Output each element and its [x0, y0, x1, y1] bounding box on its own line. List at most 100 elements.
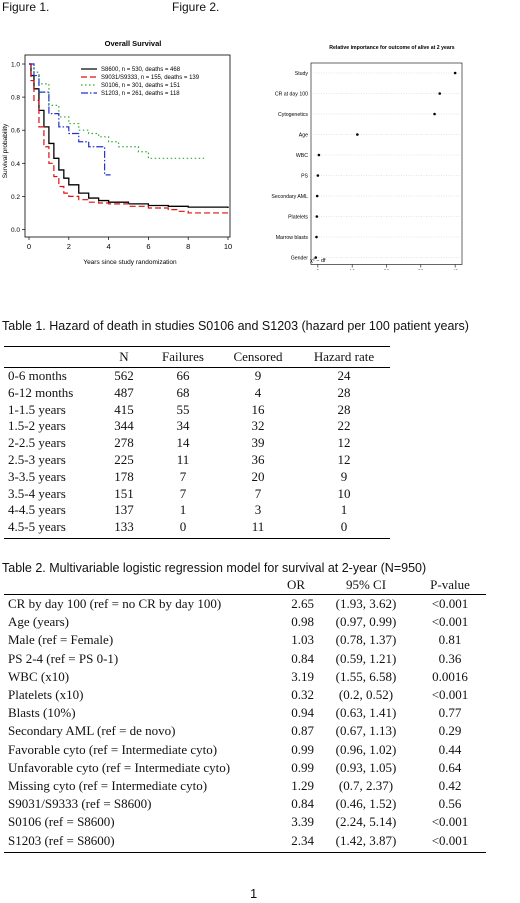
table-header-cell: 95% CI	[318, 577, 414, 595]
table-cell: Platelets (x10)	[8, 687, 84, 703]
table-cell: <0.001	[414, 831, 486, 853]
table-cell: (0.2, 0.52)	[338, 687, 394, 703]
table-cell: 0.99	[291, 741, 314, 757]
y-tick-label: 0.0	[11, 227, 20, 234]
x-tick-label: 0	[27, 242, 31, 251]
table-row: 3.5-4 years 151 7 7 10	[4, 486, 390, 503]
table-cell: 3	[254, 502, 262, 518]
table-row: Missing cyto (ref = Intermediate cyto) 1.…	[4, 777, 486, 795]
importance-category-label: Cytogenetics	[278, 112, 308, 118]
importance-dot	[314, 256, 318, 259]
x-tick-label: 30	[418, 270, 424, 271]
table-cell: 0	[298, 519, 390, 539]
table-cell: 0-6 months	[8, 368, 67, 383]
x-tick-label: 40	[452, 270, 458, 271]
importance-dot	[433, 112, 436, 116]
table-cell: 11	[176, 451, 190, 467]
table-cell: Favorable cyto (ref = Intermediate cyto)	[8, 741, 218, 757]
y-tick-label: 0.8	[11, 95, 20, 102]
table-row: 4.5-5 years 133 0 11 0	[4, 519, 390, 539]
table-cell: 1	[179, 502, 187, 518]
table-cell: S9031/S9333 (ref = S8600)	[8, 796, 152, 812]
table-cell: 34	[176, 418, 190, 434]
table-cell: 0.42	[438, 778, 462, 794]
table-cell: (0.97, 0.99)	[335, 614, 397, 630]
importance-category-label: Marrow blasts	[276, 235, 309, 241]
table-cell: 20	[251, 468, 265, 484]
x-tick-label: 4	[107, 242, 111, 251]
table-cell: 11	[218, 519, 298, 539]
table-row: Favorable cyto (ref = Intermediate cyto)…	[4, 741, 486, 759]
importance-dot	[316, 174, 320, 177]
table-cell: Secondary AML (ref = de novo)	[8, 723, 176, 739]
table-row: PS 2-4 (ref = PS 0-1) 0.84 (0.59, 1.21) 0.3…	[4, 650, 486, 668]
table-header-cell: Failures	[148, 346, 218, 368]
table-cell: 2.5-3 years	[8, 451, 66, 467]
table-cell: 28	[337, 401, 351, 417]
table-cell: 2-2.5 years	[8, 435, 66, 451]
figure1-label: Figure 1.	[2, 0, 50, 14]
table-cell: (1.55, 6.58)	[335, 668, 397, 684]
table-cell: 137	[114, 502, 134, 518]
table-cell: (0.67, 1.13)	[335, 723, 397, 739]
table-header-cell: Censored	[218, 346, 298, 368]
x-tick-label: 20	[384, 270, 390, 271]
table-cell: 0.84	[291, 796, 314, 812]
table-cell: 0.87	[291, 723, 314, 739]
regression-table: OR 95% CI P-value CR by day 100 (ref = no …	[4, 577, 486, 853]
table-row: 3-3.5 years 178 7 20 9	[4, 469, 390, 486]
table-cell: (0.63, 1.41)	[335, 705, 397, 721]
table-cell: 12	[337, 435, 351, 451]
table-row: CR by day 100 (ref = no CR by day 100) 2.…	[4, 595, 486, 614]
importance-dot	[315, 194, 319, 198]
survival-chart-title: Overall Survival	[105, 39, 162, 48]
table-cell: 0.94	[291, 705, 314, 721]
importance-category-label: PS	[301, 173, 308, 179]
table-header-cell: OR	[274, 577, 318, 595]
table-row: Blasts (10%) 0.94 (0.63, 1.41) 0.77	[4, 704, 486, 722]
table-row: 2.5-3 years 225 11 36 12	[4, 452, 390, 469]
table-cell: S1203 (ref = S8600)	[4, 831, 274, 853]
survival-series-line	[29, 63, 229, 208]
table-cell: 4	[254, 384, 262, 400]
table-cell: 3.5-4 years	[8, 485, 66, 501]
table-row: Platelets (x10) 0.32 (0.2, 0.52) <0.001	[4, 686, 486, 704]
hazard-table: N Failures Censored Hazard rate 0-6 months 5…	[4, 346, 390, 539]
table-cell: 3.19	[291, 668, 314, 684]
table-cell: (0.7, 2.37)	[338, 778, 394, 794]
importance-dot	[453, 71, 457, 75]
table-cell: Age (years)	[8, 614, 69, 630]
table-row: 4-4.5 years 137 1 3 1	[4, 502, 390, 519]
table-cell: Blasts (10%)	[8, 705, 76, 721]
table-row: Unfavorable cyto (ref = Intermediate cyt…	[4, 759, 486, 777]
legend-entry: S1203, n = 261, deaths = 118	[101, 91, 180, 97]
table-cell: PS 2-4 (ref = PS 0-1)	[8, 650, 119, 666]
table-cell: (2.24, 5.14)	[335, 814, 397, 830]
x-tick-label: 10	[224, 242, 232, 251]
table-row: S9031/S9333 (ref = S8600) 0.84 (0.46, 1.52…	[4, 795, 486, 813]
table-cell: (0.46, 1.52)	[335, 796, 397, 812]
table-row: S0106 (ref = S8600) 3.39 (2.24, 5.14) <0.00…	[4, 813, 486, 831]
table-cell: 16	[251, 401, 265, 417]
table-cell: 0.98	[291, 614, 314, 630]
table-cell: 9	[340, 468, 348, 484]
importance-category-label: WBC	[296, 153, 308, 159]
table-cell: (0.59, 1.21)	[335, 650, 397, 666]
table-cell: 2.34	[274, 831, 318, 853]
survival-y-axis-label: Survival probability	[2, 123, 9, 178]
table-cell: 3-3.5 years	[8, 468, 66, 484]
importance-category-label: Age	[299, 132, 308, 138]
table-cell: 6-12 months	[8, 384, 74, 400]
table-cell: 344	[114, 418, 134, 434]
figure2-label: Figure 2.	[172, 0, 220, 14]
x-tick-label: 10	[349, 270, 355, 271]
table-row: WBC (x10) 3.19 (1.55, 6.58) 0.0016	[4, 668, 486, 686]
table-cell: 24	[337, 368, 351, 383]
table-cell: S0106 (ref = S8600)	[8, 814, 115, 830]
table-header-cell	[4, 577, 274, 595]
importance-dot	[317, 153, 321, 157]
table-cell: 0	[148, 519, 218, 539]
table-row: 1.5-2 years 344 34 32 22	[4, 418, 390, 435]
table-cell: WBC (x10)	[8, 668, 70, 684]
y-tick-label: 0.2	[11, 194, 20, 201]
